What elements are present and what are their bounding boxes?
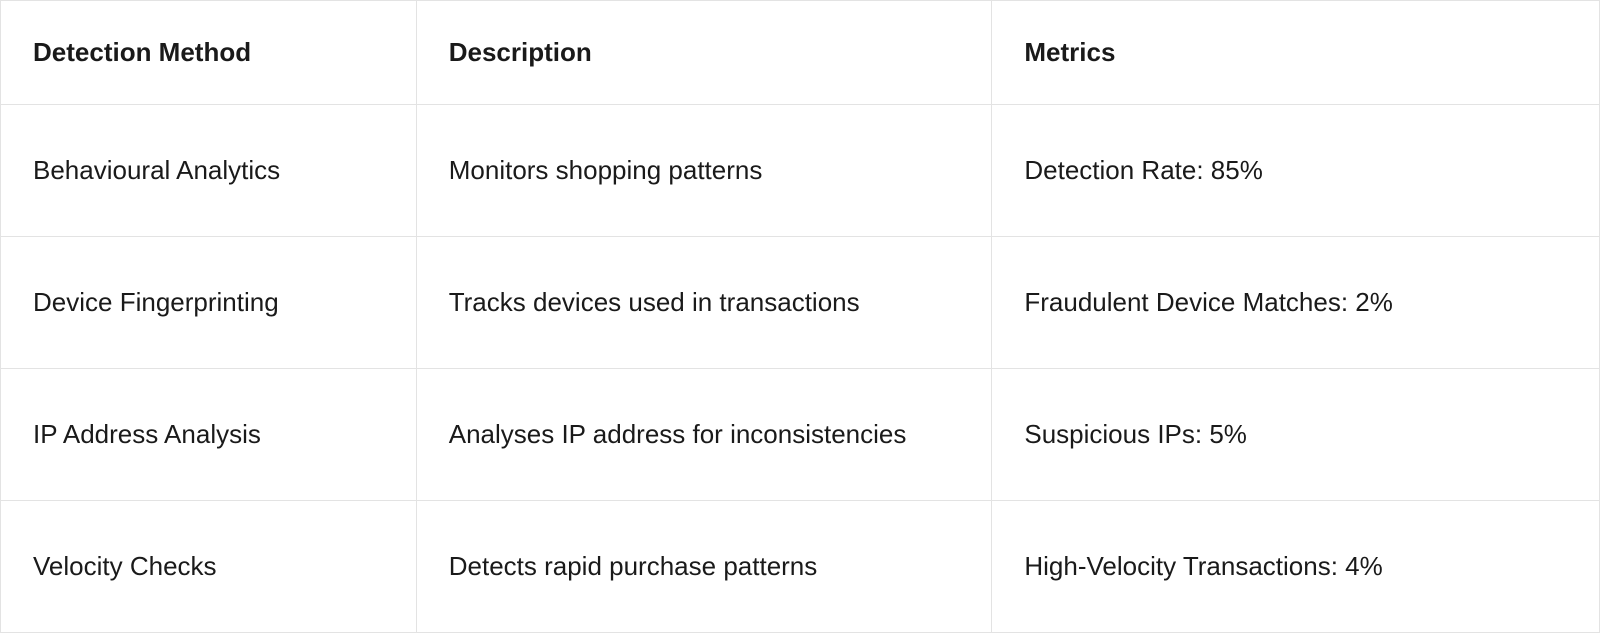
cell-metrics: Suspicious IPs: 5% <box>992 369 1600 501</box>
table-row: Behavioural Analytics Monitors shopping … <box>1 105 1600 237</box>
cell-metrics: Fraudulent Device Matches: 2% <box>992 237 1600 369</box>
cell-method: Velocity Checks <box>1 501 417 633</box>
table-header-row: Detection Method Description Metrics <box>1 1 1600 105</box>
cell-description: Detects rapid purchase patterns <box>416 501 992 633</box>
detection-methods-table: Detection Method Description Metrics Beh… <box>0 0 1600 633</box>
column-header-metrics: Metrics <box>992 1 1600 105</box>
table-row: Velocity Checks Detects rapid purchase p… <box>1 501 1600 633</box>
cell-method: Behavioural Analytics <box>1 105 417 237</box>
column-header-description: Description <box>416 1 992 105</box>
cell-description: Analyses IP address for inconsistencies <box>416 369 992 501</box>
cell-metrics: High-Velocity Transactions: 4% <box>992 501 1600 633</box>
cell-description: Tracks devices used in transactions <box>416 237 992 369</box>
table-row: Device Fingerprinting Tracks devices use… <box>1 237 1600 369</box>
column-header-method: Detection Method <box>1 1 417 105</box>
cell-method: IP Address Analysis <box>1 369 417 501</box>
cell-method: Device Fingerprinting <box>1 237 417 369</box>
table-row: IP Address Analysis Analyses IP address … <box>1 369 1600 501</box>
cell-description: Monitors shopping patterns <box>416 105 992 237</box>
cell-metrics: Detection Rate: 85% <box>992 105 1600 237</box>
